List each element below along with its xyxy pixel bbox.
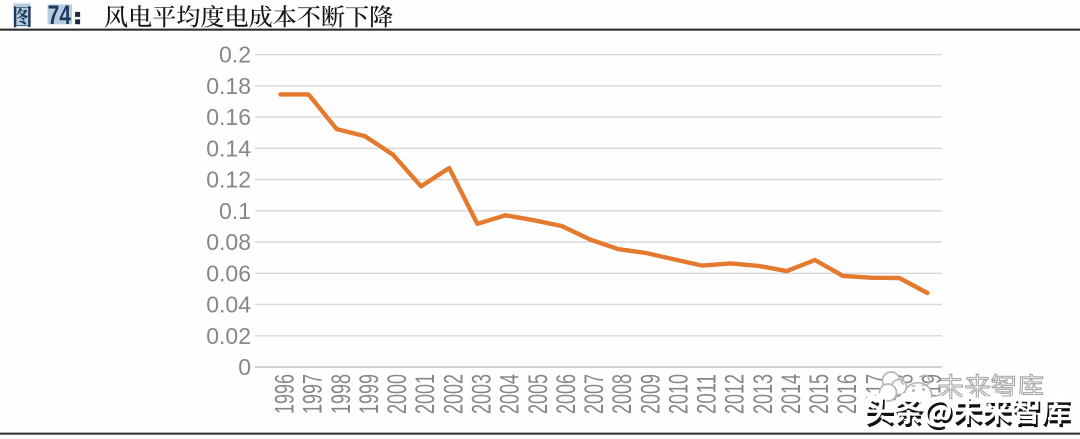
svg-text:0.08: 0.08 — [206, 229, 251, 255]
svg-text:2014: 2014 — [776, 374, 806, 414]
svg-text:0.04: 0.04 — [206, 292, 251, 318]
svg-text:2016: 2016 — [832, 374, 862, 414]
svg-text:2009: 2009 — [635, 374, 665, 414]
svg-text:2007: 2007 — [579, 374, 609, 414]
svg-text:0.16: 0.16 — [206, 104, 251, 130]
svg-text:2012: 2012 — [720, 374, 750, 414]
svg-text:0.1: 0.1 — [219, 198, 251, 224]
svg-text:1998: 1998 — [326, 374, 356, 414]
svg-text:2013: 2013 — [748, 374, 778, 414]
svg-text:0.14: 0.14 — [206, 135, 251, 161]
svg-text:0.02: 0.02 — [206, 323, 251, 349]
svg-text:2015: 2015 — [804, 374, 834, 414]
svg-text:2003: 2003 — [467, 374, 497, 414]
svg-text:2004: 2004 — [495, 374, 525, 414]
svg-text:2006: 2006 — [551, 374, 581, 414]
svg-text:1999: 1999 — [354, 374, 384, 414]
svg-text:1996: 1996 — [270, 374, 300, 414]
svg-text:0: 0 — [238, 354, 251, 380]
svg-text:0.2: 0.2 — [219, 42, 251, 68]
svg-text:1997: 1997 — [298, 374, 328, 414]
svg-text:2010: 2010 — [663, 374, 693, 414]
svg-text:2011: 2011 — [692, 374, 722, 414]
svg-text:2005: 2005 — [523, 374, 553, 414]
svg-text:2002: 2002 — [438, 374, 468, 414]
svg-text:2008: 2008 — [607, 374, 637, 414]
svg-text:0.18: 0.18 — [206, 73, 251, 99]
svg-text:0.06: 0.06 — [206, 260, 251, 286]
svg-text:0.12: 0.12 — [206, 167, 251, 193]
svg-text:2000: 2000 — [382, 374, 412, 414]
svg-text:2001: 2001 — [410, 374, 440, 414]
svg-text:74: 74 — [48, 0, 71, 30]
